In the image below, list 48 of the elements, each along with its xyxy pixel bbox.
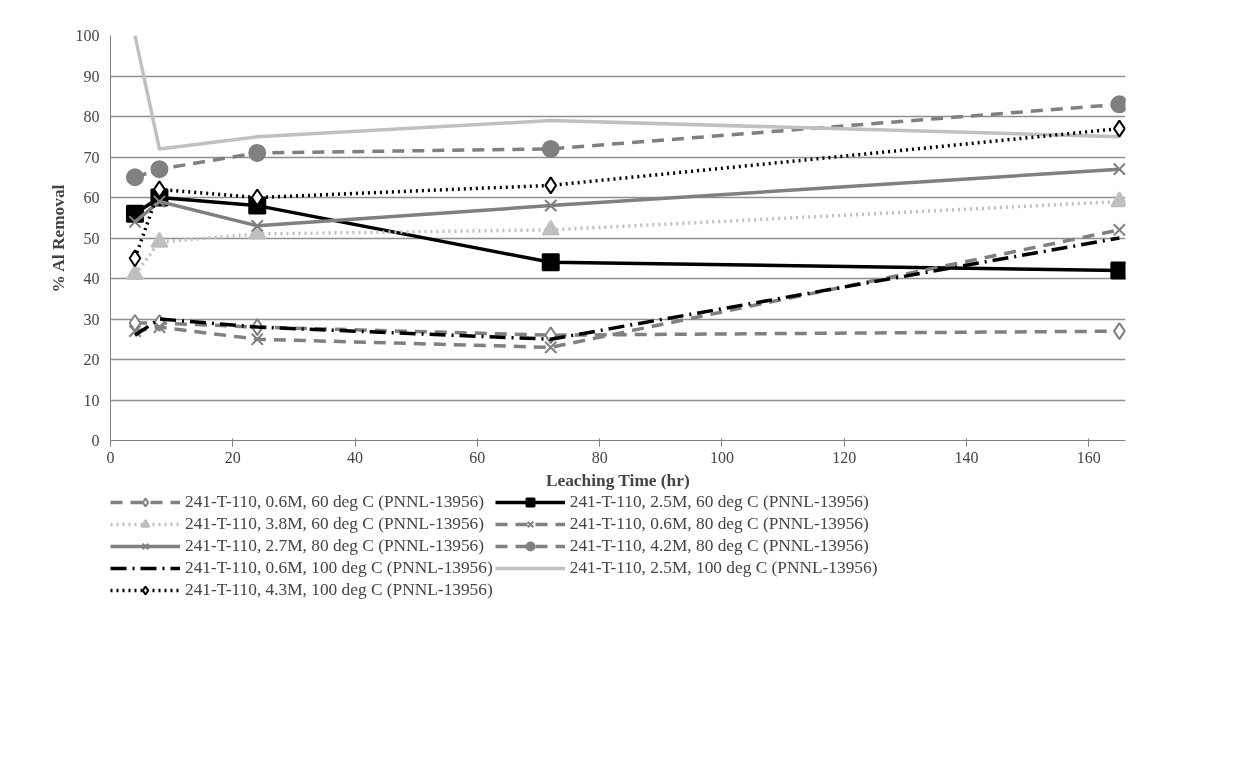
x-axis-title: Leaching Time (hr) [545, 470, 690, 490]
y-tick-label: 0 [91, 432, 100, 449]
legend-label: 241-T-110, 2.7M, 80 deg C (PNNL-13956) [185, 536, 485, 556]
y-tick-label: 10 [83, 391, 100, 409]
y-tick-label: 60 [83, 189, 100, 206]
legend-label: 241-T-110, 0.6M, 60 deg C (PNNL-13956) [185, 492, 485, 512]
x-tick-label: 140 [954, 448, 979, 466]
point [128, 249, 142, 268]
x-tick-label: 0 [106, 448, 115, 466]
point [250, 332, 264, 346]
point [544, 176, 558, 195]
point [1112, 162, 1126, 176]
y-tick-label: 40 [83, 270, 100, 287]
y-tick-label: 100 [75, 27, 100, 44]
point [544, 340, 558, 355]
y-tick-label: 50 [83, 229, 100, 247]
x-tick-label: 160 [1076, 448, 1101, 466]
point [541, 253, 560, 272]
x-tick-label: 40 [347, 448, 364, 466]
point [544, 198, 558, 213]
legend-label: 241-T-110, 4.3M, 100 deg C (PNNL-13956) [185, 580, 493, 600]
point [248, 143, 267, 162]
legend-label: 241-T-110, 0.6M, 100 deg C (PNNL-13956) [185, 558, 493, 578]
legend-label: 241-T-110, 4.2M, 80 deg C (PNNL-13956) [569, 536, 869, 556]
y-tick-label: 20 [83, 351, 100, 368]
point [250, 219, 264, 233]
x-tick-label: 100 [709, 448, 734, 466]
y-tick-label: 30 [83, 310, 100, 328]
y-tick-label: 70 [83, 148, 100, 166]
point [150, 160, 169, 179]
point [128, 324, 142, 338]
point [125, 168, 144, 187]
x-tick-label: 60 [469, 448, 486, 466]
point [541, 139, 560, 158]
point [1112, 223, 1126, 237]
legend-label: 241-T-110, 3.8M, 60 deg C (PNNL-13956) [185, 514, 485, 534]
y-axis-title: % Al Removal [48, 184, 68, 293]
y-tick-label: 80 [83, 108, 100, 125]
x-tick-label: 80 [591, 448, 608, 466]
point [152, 320, 167, 334]
y-tick-label: 90 [83, 67, 100, 85]
point [152, 194, 167, 209]
legend-label: 241-T-110, 2.5M, 60 deg C (PNNL-13956) [569, 492, 869, 512]
point [128, 215, 142, 229]
x-tick-label: 20 [224, 448, 241, 466]
x-tick-label: 120 [832, 448, 857, 466]
legend-label: 241-T-110, 2.5M, 100 deg C (PNNL-13956) [569, 558, 878, 578]
legend-label: 241-T-110, 0.6M, 80 deg C (PNNL-13956) [569, 514, 869, 534]
